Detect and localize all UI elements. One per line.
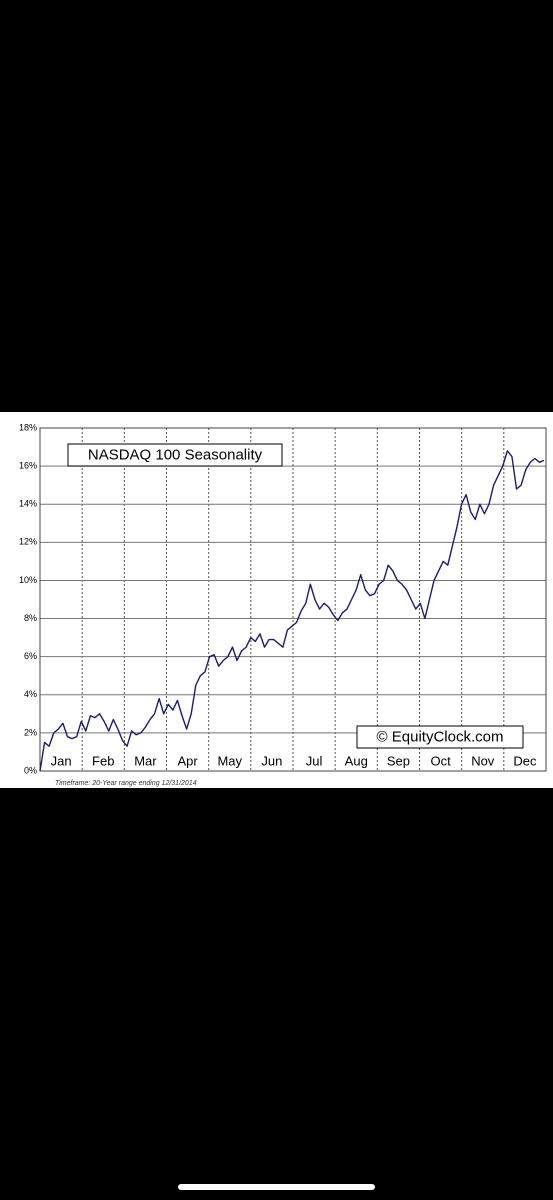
x-tick-label: Jan [51, 753, 72, 768]
watermark: © EquityClock.com [377, 728, 504, 745]
x-tick-label: Mar [134, 753, 157, 768]
footnote: Timeframe: 20-Year range ending 12/31/20… [55, 780, 197, 787]
y-tick-label: 16% [19, 460, 37, 470]
x-tick-label: Apr [177, 753, 198, 768]
x-tick-label: Jun [261, 753, 282, 768]
y-tick-label: 14% [19, 499, 37, 509]
y-tick-label: 4% [24, 689, 37, 699]
x-tick-label: May [217, 753, 242, 768]
plot-border [39, 427, 547, 772]
watermark-box [356, 725, 524, 749]
x-tick-label: Sep [387, 753, 410, 768]
data-line [39, 450, 545, 772]
plot [39, 450, 545, 772]
y-tick-label: 10% [19, 575, 37, 585]
y-tick-label: 12% [19, 537, 37, 547]
x-tick-label: Dec [513, 753, 537, 768]
home-indicator [178, 1184, 375, 1190]
x-tick-label: Feb [92, 753, 114, 768]
y-tick-label: 8% [24, 613, 37, 623]
y-tick-label: 18% [19, 422, 37, 432]
x-tick-label: Jul [306, 753, 323, 768]
grid [39, 427, 547, 772]
chart-panel [0, 412, 553, 788]
y-tick-label: 2% [24, 727, 37, 737]
x-tick-label: Nov [471, 753, 495, 768]
x-tick-label: Aug [345, 753, 368, 768]
y-tick-label: 6% [24, 651, 37, 661]
title-box [67, 443, 283, 467]
y-tick-label: 0% [24, 765, 37, 775]
chart-title: NASDAQ 100 Seasonality [88, 446, 263, 463]
x-tick-label: Oct [430, 753, 451, 768]
